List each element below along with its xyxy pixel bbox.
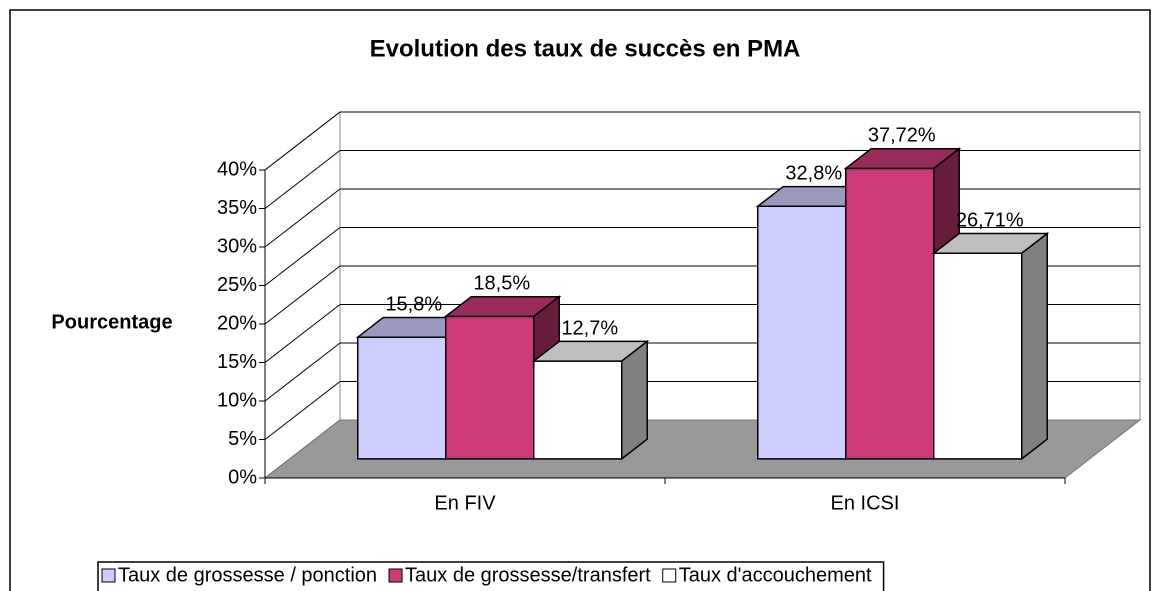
value-label: 32,8%	[785, 163, 842, 185]
legend-label: Taux de grossesse / ponction	[118, 564, 377, 586]
legend-swatch	[388, 568, 403, 583]
value-label: 12,7%	[561, 317, 618, 339]
x-tick-label: En FIV	[434, 492, 496, 514]
grid-line	[264, 381, 341, 440]
grid-line	[264, 265, 341, 325]
y-tick-label: 20%	[217, 312, 257, 334]
grid-line	[264, 188, 341, 248]
grid-line	[264, 150, 341, 209]
y-tick-label: 40%	[217, 158, 257, 180]
bar-front	[357, 336, 447, 460]
bar-front	[445, 315, 535, 460]
y-axis-label: Pourcentage	[51, 311, 172, 333]
value-label: 18,5%	[473, 273, 530, 295]
bar-front	[533, 360, 623, 460]
value-label: 15,8%	[385, 293, 442, 315]
value-label: 37,72%	[868, 125, 936, 147]
value-label: 26,71%	[956, 209, 1024, 231]
bar-side	[1021, 231, 1048, 461]
y-tick-label: 5%	[228, 428, 257, 450]
legend-label: Taux d'accouchement	[679, 564, 872, 586]
y-tick-label: 15%	[217, 351, 257, 373]
bar-front	[757, 205, 847, 460]
bar-side	[621, 339, 648, 461]
y-tick-label: 35%	[217, 197, 257, 219]
legend-label: Taux de grossesse/transfert	[405, 564, 651, 586]
x-tick-label: En ICSI	[831, 492, 900, 514]
grid-line	[264, 227, 341, 286]
legend-swatch	[662, 568, 677, 583]
bar-front	[845, 167, 935, 460]
grid-line	[264, 304, 341, 363]
grid-line	[264, 342, 341, 402]
y-tick-label: 0%	[228, 466, 257, 488]
legend-box	[97, 561, 885, 591]
bar-front	[933, 252, 1023, 460]
grid-line	[264, 111, 341, 171]
y-tick-label: 30%	[217, 235, 257, 257]
y-tick-label: 25%	[217, 274, 257, 296]
y-tick-label: 10%	[217, 389, 257, 411]
chart-title: Evolution des taux de succès en PMA	[370, 35, 801, 62]
legend-swatch	[101, 568, 116, 583]
